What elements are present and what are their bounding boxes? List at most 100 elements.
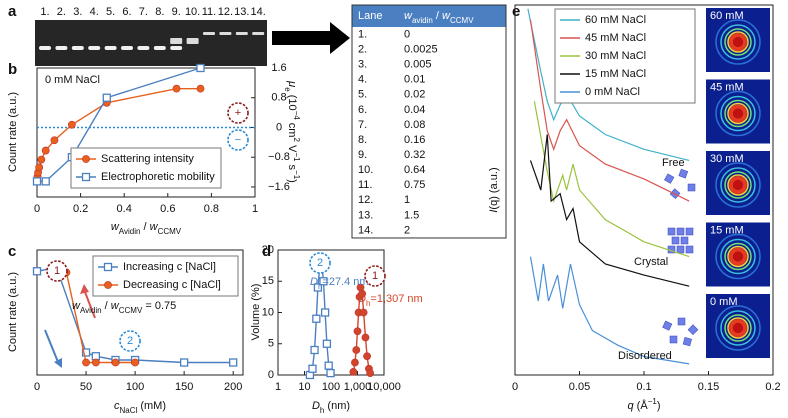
- saxs-ring: [727, 317, 749, 339]
- label-part: Avidin: [119, 227, 141, 236]
- marker: [352, 346, 361, 354]
- y2-tick-label: 0: [276, 121, 282, 133]
- gel-band: [137, 46, 150, 50]
- marker: [310, 345, 319, 355]
- marker: [353, 327, 362, 336]
- legend-label: Increasing c [NaCl]: [123, 261, 216, 273]
- legend-marker: [103, 262, 113, 272]
- x-tick-label: 10,000: [367, 381, 401, 393]
- saxs-ring: [724, 99, 752, 128]
- marker: [67, 120, 76, 129]
- marker: [81, 348, 91, 357]
- saxs-ring: [727, 102, 749, 125]
- marker: [322, 339, 332, 348]
- saxs-ring: [724, 242, 752, 271]
- panel-label: a: [8, 3, 17, 20]
- label-part: h: [366, 299, 370, 308]
- trend-arrow: [84, 291, 96, 319]
- saxs-ring: [729, 33, 747, 51]
- table-cell: 0.64: [404, 164, 425, 176]
- table-border: [351, 4, 507, 239]
- marker: [313, 283, 323, 292]
- table-cell: 8.: [358, 134, 367, 146]
- annotation: 1: [372, 270, 378, 282]
- marker: [326, 368, 335, 378]
- y2-tick-label: 0.8: [271, 92, 286, 104]
- label-part: q: [628, 400, 635, 412]
- panel-label: c: [8, 243, 16, 260]
- lane-label: 10.: [185, 6, 200, 18]
- label-part: w: [442, 10, 451, 22]
- label-part: e: [283, 87, 292, 92]
- marker: [91, 358, 100, 367]
- gel-band: [104, 46, 117, 50]
- marker: [320, 308, 330, 317]
- saxs-ring: [727, 245, 749, 268]
- label-part: c: [114, 400, 120, 412]
- label-part: D: [312, 400, 320, 412]
- gel-band: [186, 38, 199, 44]
- legend-label: 60 mM NaCl: [585, 14, 646, 26]
- marker: [366, 369, 375, 378]
- x-tick-label: 1: [252, 203, 258, 215]
- label-part: (Å: [634, 399, 649, 412]
- marker: [351, 358, 359, 367]
- table-cell: 2: [404, 224, 410, 236]
- gel-band: [39, 46, 51, 50]
- x-tick-label: 0.05: [569, 381, 590, 393]
- x-axis-label: q (Å−1): [628, 397, 661, 412]
- series-line: [529, 256, 690, 365]
- legend-label: 45 mM NaCl: [585, 32, 646, 44]
- saxs-ring: [727, 174, 749, 196]
- annotation: +: [235, 107, 241, 119]
- label-part: (nm): [324, 400, 350, 412]
- saxs-ring: [727, 31, 749, 53]
- x-tick-label: 100: [126, 381, 144, 393]
- marker: [349, 367, 358, 376]
- saxs-label: 60 mM: [710, 10, 744, 22]
- label-part: avidin: [412, 16, 433, 25]
- table-cell: 0.02: [404, 89, 425, 101]
- x-tick-label: 0.8: [204, 203, 219, 215]
- saxs-label: 0 mM: [710, 296, 738, 308]
- y-tick-label: 5: [268, 338, 274, 350]
- lane-label: 3.: [73, 6, 82, 18]
- marker: [359, 308, 368, 317]
- series-line: [36, 266, 234, 364]
- label-part: CCMV: [158, 227, 182, 236]
- y-tick-label: 15: [262, 275, 274, 287]
- label-part: −1: [292, 152, 301, 162]
- saxs-ring: [729, 319, 747, 337]
- table-cell: 3.: [358, 59, 367, 71]
- saxs-core: [733, 180, 743, 190]
- crystal-icons: [662, 168, 699, 347]
- table-cell: 12.: [358, 194, 373, 206]
- label-part: D: [358, 293, 366, 305]
- marker: [37, 155, 46, 164]
- table-cell: 0.0025: [404, 44, 438, 56]
- label-part: V: [286, 142, 298, 153]
- y-axis-label: Count rate (a.u.): [7, 272, 19, 352]
- x-axis-label: Dh (nm): [312, 400, 350, 413]
- x-axis-label: cNaCl (mM): [114, 400, 166, 413]
- x-tick-label: 0: [34, 203, 40, 215]
- label-part: /: [102, 300, 111, 312]
- lane-label: 8.: [155, 6, 164, 18]
- table-cell: 10.: [358, 164, 373, 176]
- label-part: /: [140, 221, 149, 233]
- table-header-bg: [352, 5, 506, 27]
- label-part: h: [318, 282, 322, 291]
- table-cell: 0.08: [404, 119, 425, 131]
- table-cell: 0.75: [404, 179, 425, 191]
- saxs-ring: [715, 233, 761, 280]
- marker: [361, 333, 370, 342]
- label-part: CCMV: [450, 16, 474, 25]
- table-cell: 4.: [358, 74, 367, 86]
- saxs-ring: [715, 90, 761, 137]
- label-part: w: [111, 300, 120, 312]
- label-part: cm: [286, 120, 298, 138]
- gel-band: [219, 32, 232, 35]
- lane-label: 13.: [234, 6, 249, 18]
- annotation: wAvidin / wCCMV = 0.75: [72, 300, 176, 315]
